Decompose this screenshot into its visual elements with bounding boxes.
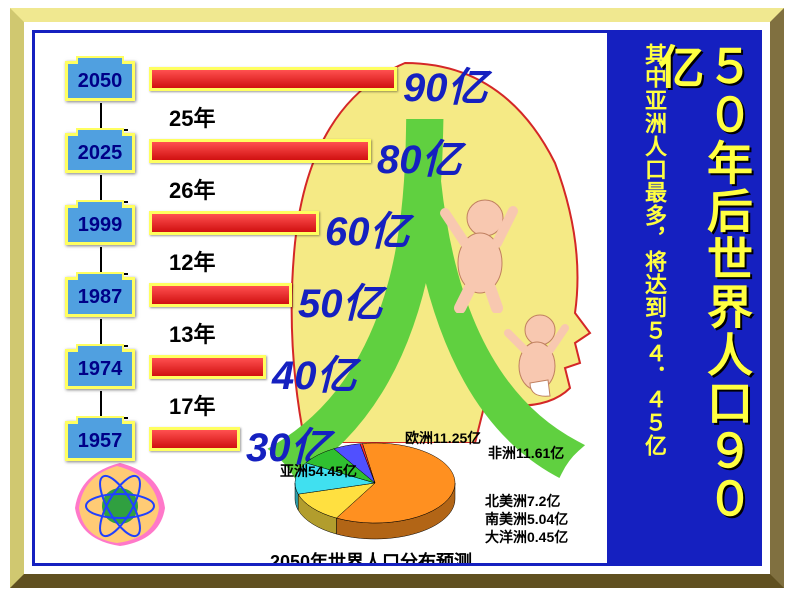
value-label: 90亿: [403, 55, 488, 113]
population-bar: [149, 355, 266, 379]
headline-main: ５０年后世界人口９０亿: [673, 43, 751, 563]
interval-label: 17年: [169, 389, 215, 421]
interval-label: 13年: [169, 317, 215, 349]
value-label: 60亿: [325, 199, 410, 257]
population-bar: [149, 139, 371, 163]
pie-slice-label: 欧洲11.25亿: [405, 428, 481, 448]
year-box: 2050: [65, 61, 135, 101]
main-panel: 人 205090亿25年202580亿26年199960亿12年198750亿1…: [35, 33, 605, 563]
interval-label: 25年: [169, 101, 215, 133]
pie-slice-label: 北美洲7.2亿: [485, 491, 560, 511]
value-label: 80亿: [377, 127, 462, 185]
year-box: 2025: [65, 133, 135, 173]
baby-upper: [435, 193, 525, 313]
headline-panel: ５０年后世界人口９０亿 其中亚洲人口最多，将达到５４．４５亿: [607, 33, 759, 563]
pie-slice-label: 南美洲5.04亿: [485, 509, 568, 529]
pie-slice-label: 亚洲54.45亿: [280, 461, 357, 481]
population-bar: [149, 427, 240, 451]
baby-lower: [500, 308, 575, 408]
pie-slice-label: 大洋洲0.45亿: [485, 527, 568, 547]
headline-sub: 其中亚洲人口最多，将达到５４．４５亿: [614, 43, 666, 457]
globe-atom-icon: [65, 458, 175, 548]
year-box: 1974: [65, 349, 135, 389]
gold-frame: ５０年后世界人口９０亿 其中亚洲人口最多，将达到５４．４５亿 人: [10, 8, 784, 588]
population-bar: [149, 283, 292, 307]
value-label: 50亿: [298, 271, 383, 329]
year-box: 1957: [65, 421, 135, 461]
value-label: 40亿: [272, 343, 357, 401]
interval-label: 26年: [169, 173, 215, 205]
interval-label: 12年: [169, 245, 215, 277]
population-bar: [149, 211, 319, 235]
pie-chart: [275, 433, 475, 553]
pie-caption: 2050年世界人口分布预测: [270, 548, 472, 563]
year-box: 1987: [65, 277, 135, 317]
year-box: 1999: [65, 205, 135, 245]
pie-slice-label: 非洲11.61亿: [488, 443, 564, 463]
blue-frame: ５０年后世界人口９０亿 其中亚洲人口最多，将达到５４．４５亿 人: [32, 30, 762, 566]
population-bar: [149, 67, 397, 91]
